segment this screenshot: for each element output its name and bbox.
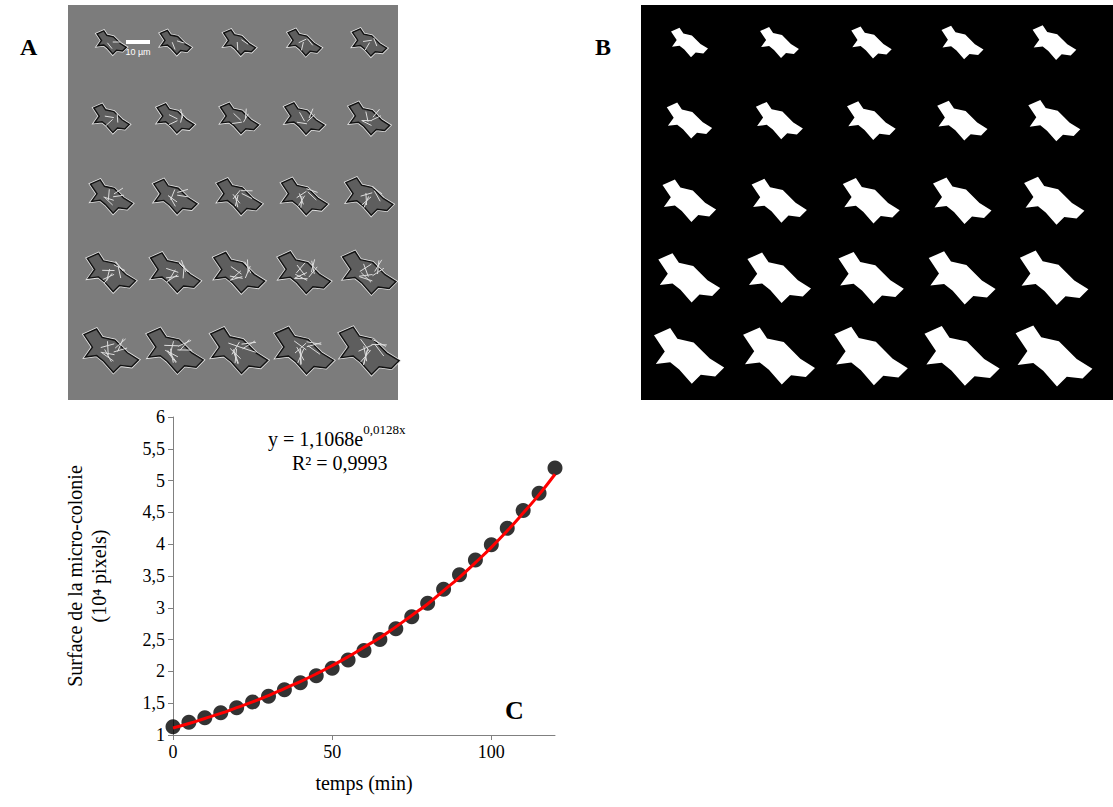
svg-text:R² = 0,9993: R² = 0,9993 xyxy=(292,452,388,474)
svg-text:2: 2 xyxy=(156,661,165,681)
svg-text:C: C xyxy=(505,696,524,725)
svg-text:0,0128x: 0,0128x xyxy=(363,422,406,437)
svg-text:4,5: 4,5 xyxy=(143,502,166,522)
svg-text:Surface de la micro-colonie: Surface de la micro-colonie xyxy=(64,465,86,687)
svg-text:A: A xyxy=(20,34,38,60)
svg-text:1: 1 xyxy=(156,725,165,745)
svg-text:1,5: 1,5 xyxy=(143,693,166,713)
svg-text:3,5: 3,5 xyxy=(143,566,166,586)
svg-text:4: 4 xyxy=(156,534,165,554)
svg-text:y = 1,1068e: y = 1,1068e xyxy=(268,428,363,451)
svg-text:100: 100 xyxy=(478,742,505,762)
svg-text:5,5: 5,5 xyxy=(143,439,166,459)
svg-text:(10⁴ pixels): (10⁴ pixels) xyxy=(88,529,111,622)
svg-text:5: 5 xyxy=(156,471,165,491)
svg-text:10 µm: 10 µm xyxy=(125,47,150,57)
svg-text:temps (min): temps (min) xyxy=(315,772,412,795)
svg-text:6: 6 xyxy=(156,407,165,427)
svg-text:3: 3 xyxy=(156,598,165,618)
svg-text:0: 0 xyxy=(169,742,178,762)
svg-text:B: B xyxy=(595,34,611,60)
svg-text:2,5: 2,5 xyxy=(143,630,166,650)
svg-text:50: 50 xyxy=(323,742,341,762)
